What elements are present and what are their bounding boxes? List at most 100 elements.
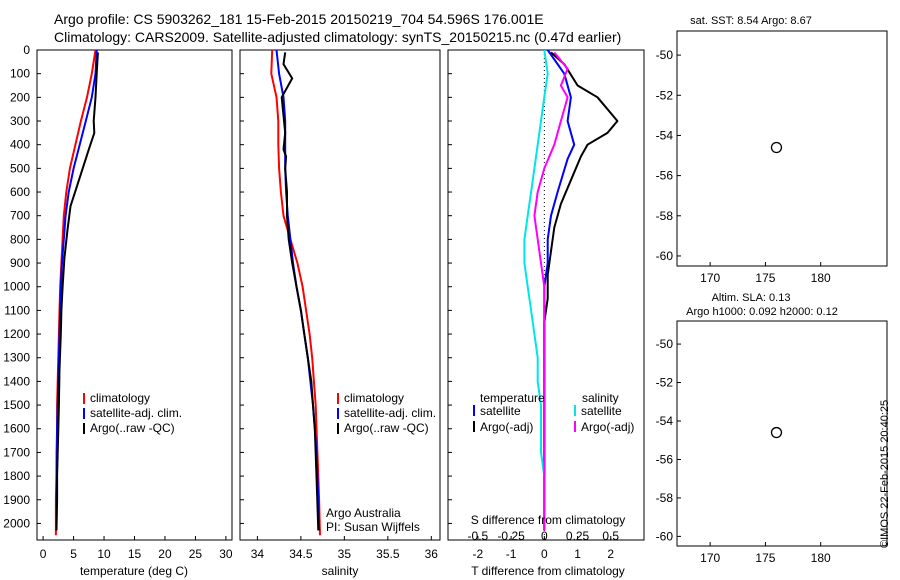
s-tick-label: 0	[541, 529, 548, 543]
x-tick-label: 25	[189, 547, 203, 561]
map-x-tick-label: 180	[811, 551, 831, 565]
legend-climatology: climatology	[344, 391, 404, 405]
legend-salinity-header: salinity	[582, 391, 619, 405]
x-tick-label: 0	[541, 547, 548, 561]
salinity-xlabel: salinity	[322, 564, 359, 578]
depth-tick-label: 900	[10, 256, 30, 270]
depth-tick-label: 1600	[3, 422, 30, 436]
sst-map-title: sat. SST: 8.54 Argo: 8.67	[690, 15, 812, 27]
salinity-legend: climatology satellite-adj. clim. Argo(..…	[337, 391, 436, 435]
temperature-xlabel: temperature (deg C)	[80, 564, 188, 578]
depth-tick-label: 200	[10, 90, 30, 104]
sla-map-axes: 170 175 180 -50 -52 -54 -56 -58 -60	[656, 337, 831, 565]
x-tick-label: 5	[70, 547, 77, 561]
map-y-tick-label: -58	[656, 491, 674, 505]
sla-map-title: Altim. SLA: 0.13	[712, 292, 791, 304]
map-x-tick-label: 180	[811, 271, 831, 285]
legend-satellite: satellite-adj. clim.	[90, 406, 182, 420]
argo-float-marker	[770, 141, 783, 154]
depth-tick-label: 1200	[3, 327, 30, 341]
argo-float-marker	[770, 426, 783, 439]
x-tick-label: -1	[506, 547, 517, 561]
legend-t-satellite: satellite	[480, 404, 521, 418]
temperature-panel: 0100200300400500600700800900100011001200…	[3, 43, 452, 578]
difference-series	[523, 49, 619, 531]
legend-s-satellite: satellite	[581, 404, 622, 418]
x-tick-label: 0	[40, 547, 47, 561]
map-y-tick-label: -56	[656, 452, 674, 466]
depth-tick-label: 1000	[3, 280, 30, 294]
map-y-tick-label: -54	[656, 414, 674, 428]
s-tick-label: 0.25	[566, 529, 590, 543]
header-line2: Climatology: CARS2009. Satellite-adjuste…	[54, 29, 621, 45]
tdiff-xlabel: T difference from climatology	[471, 564, 625, 578]
depth-tick-label: 1900	[3, 493, 30, 507]
legend-satellite: satellite-adj. clim.	[344, 406, 436, 420]
temperature-series	[54, 49, 99, 536]
s-tick-label: 0.5	[602, 529, 619, 543]
legend-temperature-header: temperature	[480, 391, 545, 405]
s-tick-label: -0.5	[468, 529, 489, 543]
map-y-tick-label: -60	[656, 249, 674, 263]
x-tick-label: 34	[251, 547, 265, 561]
x-tick-label: 10	[97, 547, 111, 561]
map-y-tick-label: -58	[656, 209, 674, 223]
x-tick-label: 35	[338, 547, 352, 561]
temperature-legend: climatology satellite-adj. clim. Argo(..…	[83, 391, 182, 435]
map-x-tick-label: 175	[755, 271, 775, 285]
x-tick-label: 2	[607, 547, 614, 561]
map-y-tick-label: -52	[656, 376, 674, 390]
series-line-t-argo-adj-	[543, 51, 619, 531]
header-line1: Argo profile: CS 5903262_181 15-Feb-2015…	[54, 11, 544, 27]
depth-tick-label: 1300	[3, 351, 30, 365]
series-line-climatology	[270, 49, 321, 536]
map-y-tick-label: -54	[656, 128, 674, 142]
sla-map-frame	[676, 320, 888, 547]
s-tick-label: -0.25	[497, 529, 525, 543]
map-y-tick-label: -56	[656, 169, 674, 183]
series-line-s-argo-adj-	[533, 51, 569, 531]
sla-map-subtitle: Argo h1000: 0.092 h2000: 0.12	[686, 306, 838, 318]
argo-australia-note: Argo Australia	[326, 506, 401, 520]
x-tick-label: 36	[425, 547, 439, 561]
x-tick-label: -2	[473, 547, 484, 561]
depth-tick-label: 1400	[3, 374, 30, 388]
depth-tick-label: 500	[10, 161, 30, 175]
x-tick-label: 15	[128, 547, 142, 561]
series-line-s-satellite	[523, 49, 549, 531]
temperature-x-axis: 0 5 10 15 20 25 30	[40, 536, 233, 561]
x-tick-label: 20	[158, 547, 172, 561]
map-x-tick-label: 170	[700, 551, 720, 565]
sla-map-panel: Altim. SLA: 0.13 Argo h1000: 0.092 h2000…	[656, 292, 888, 565]
depth-tick-label: 1100	[4, 303, 30, 317]
depth-axis: 0 100 200 300 400 500 600 700 800 900 1000 1100 1200…	[3, 43, 452, 530]
map-y-tick-label: -52	[656, 88, 674, 102]
depth-tick-label: 800	[10, 232, 30, 246]
sst-map-panel: sat. SST: 8.54 Argo: 8.67 170 175 180 -50 -5…	[656, 15, 888, 285]
salinity-series	[270, 49, 321, 536]
legend-s-argo: Argo(-adj)	[581, 420, 634, 434]
difference-legend: temperature satellite Argo(-adj) salinit…	[473, 391, 634, 434]
difference-panel: -2 -1 0 1 2 -0.5 -0.25 0 0.25 0.5 temperature sa…	[447, 49, 645, 578]
sst-map-axes: 170 175 180 -50 -52 -54 -56 -58 -60	[656, 48, 831, 285]
depth-tick-label: 1800	[3, 469, 30, 483]
legend-argo: Argo(..raw -QC)	[90, 421, 175, 435]
depth-tick-label: 700	[10, 209, 30, 223]
salinity-panel: 34 34.5 35 35.5 36 climatology satellite-adj…	[239, 49, 441, 578]
map-y-tick-label: -60	[656, 529, 674, 543]
map-x-tick-label: 170	[700, 271, 720, 285]
salinity-x-axis: 34 34.5 35 35.5 36	[251, 536, 439, 561]
depth-tick-label: 100	[10, 67, 30, 81]
legend-argo: Argo(..raw -QC)	[344, 421, 429, 435]
depth-tick-label: 1700	[3, 445, 30, 459]
x-tick-label: 34.5	[289, 547, 313, 561]
series-line-t-satellite	[543, 49, 576, 531]
depth-tick-label: 1500	[3, 398, 30, 412]
depth-tick-label: 0	[23, 43, 30, 57]
x-tick-label: 35.5	[376, 547, 400, 561]
legend-t-argo: Argo(-adj)	[480, 420, 533, 434]
sst-map-frame	[676, 30, 888, 267]
sdiff-label: S difference from climatology	[471, 513, 626, 527]
salinity-axes-frame	[239, 49, 441, 541]
